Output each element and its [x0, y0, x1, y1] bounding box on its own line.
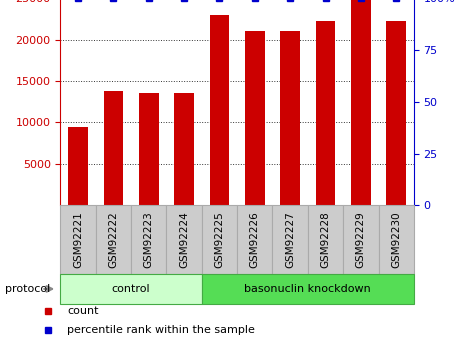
- Bar: [68, 127, 88, 205]
- Text: GSM92221: GSM92221: [73, 211, 83, 268]
- Bar: [60, 205, 96, 274]
- Text: GSM92229: GSM92229: [356, 211, 366, 268]
- Bar: [202, 274, 414, 304]
- Bar: [386, 21, 406, 205]
- Bar: [280, 31, 300, 205]
- Text: GSM92230: GSM92230: [391, 211, 401, 268]
- Bar: [174, 93, 194, 205]
- Text: GSM92222: GSM92222: [108, 211, 119, 268]
- Bar: [139, 93, 159, 205]
- Text: GSM92227: GSM92227: [285, 211, 295, 268]
- Bar: [351, 0, 371, 205]
- Text: GSM92224: GSM92224: [179, 211, 189, 268]
- Text: control: control: [112, 284, 151, 294]
- Bar: [210, 15, 229, 205]
- Bar: [343, 205, 379, 274]
- Bar: [96, 205, 131, 274]
- Bar: [316, 21, 335, 205]
- Bar: [379, 205, 414, 274]
- Text: count: count: [67, 306, 99, 316]
- Bar: [166, 205, 202, 274]
- Text: GSM92225: GSM92225: [214, 211, 225, 268]
- Text: GSM92223: GSM92223: [144, 211, 154, 268]
- Bar: [131, 205, 166, 274]
- Text: percentile rank within the sample: percentile rank within the sample: [67, 325, 255, 335]
- Bar: [237, 205, 272, 274]
- Text: GSM92228: GSM92228: [320, 211, 331, 268]
- Bar: [272, 205, 308, 274]
- Bar: [202, 205, 237, 274]
- Text: basonuclin knockdown: basonuclin knockdown: [245, 284, 371, 294]
- Bar: [245, 31, 265, 205]
- Bar: [308, 205, 343, 274]
- Text: protocol: protocol: [5, 284, 50, 294]
- Text: GSM92226: GSM92226: [250, 211, 260, 268]
- Bar: [60, 274, 202, 304]
- Bar: [104, 91, 123, 205]
